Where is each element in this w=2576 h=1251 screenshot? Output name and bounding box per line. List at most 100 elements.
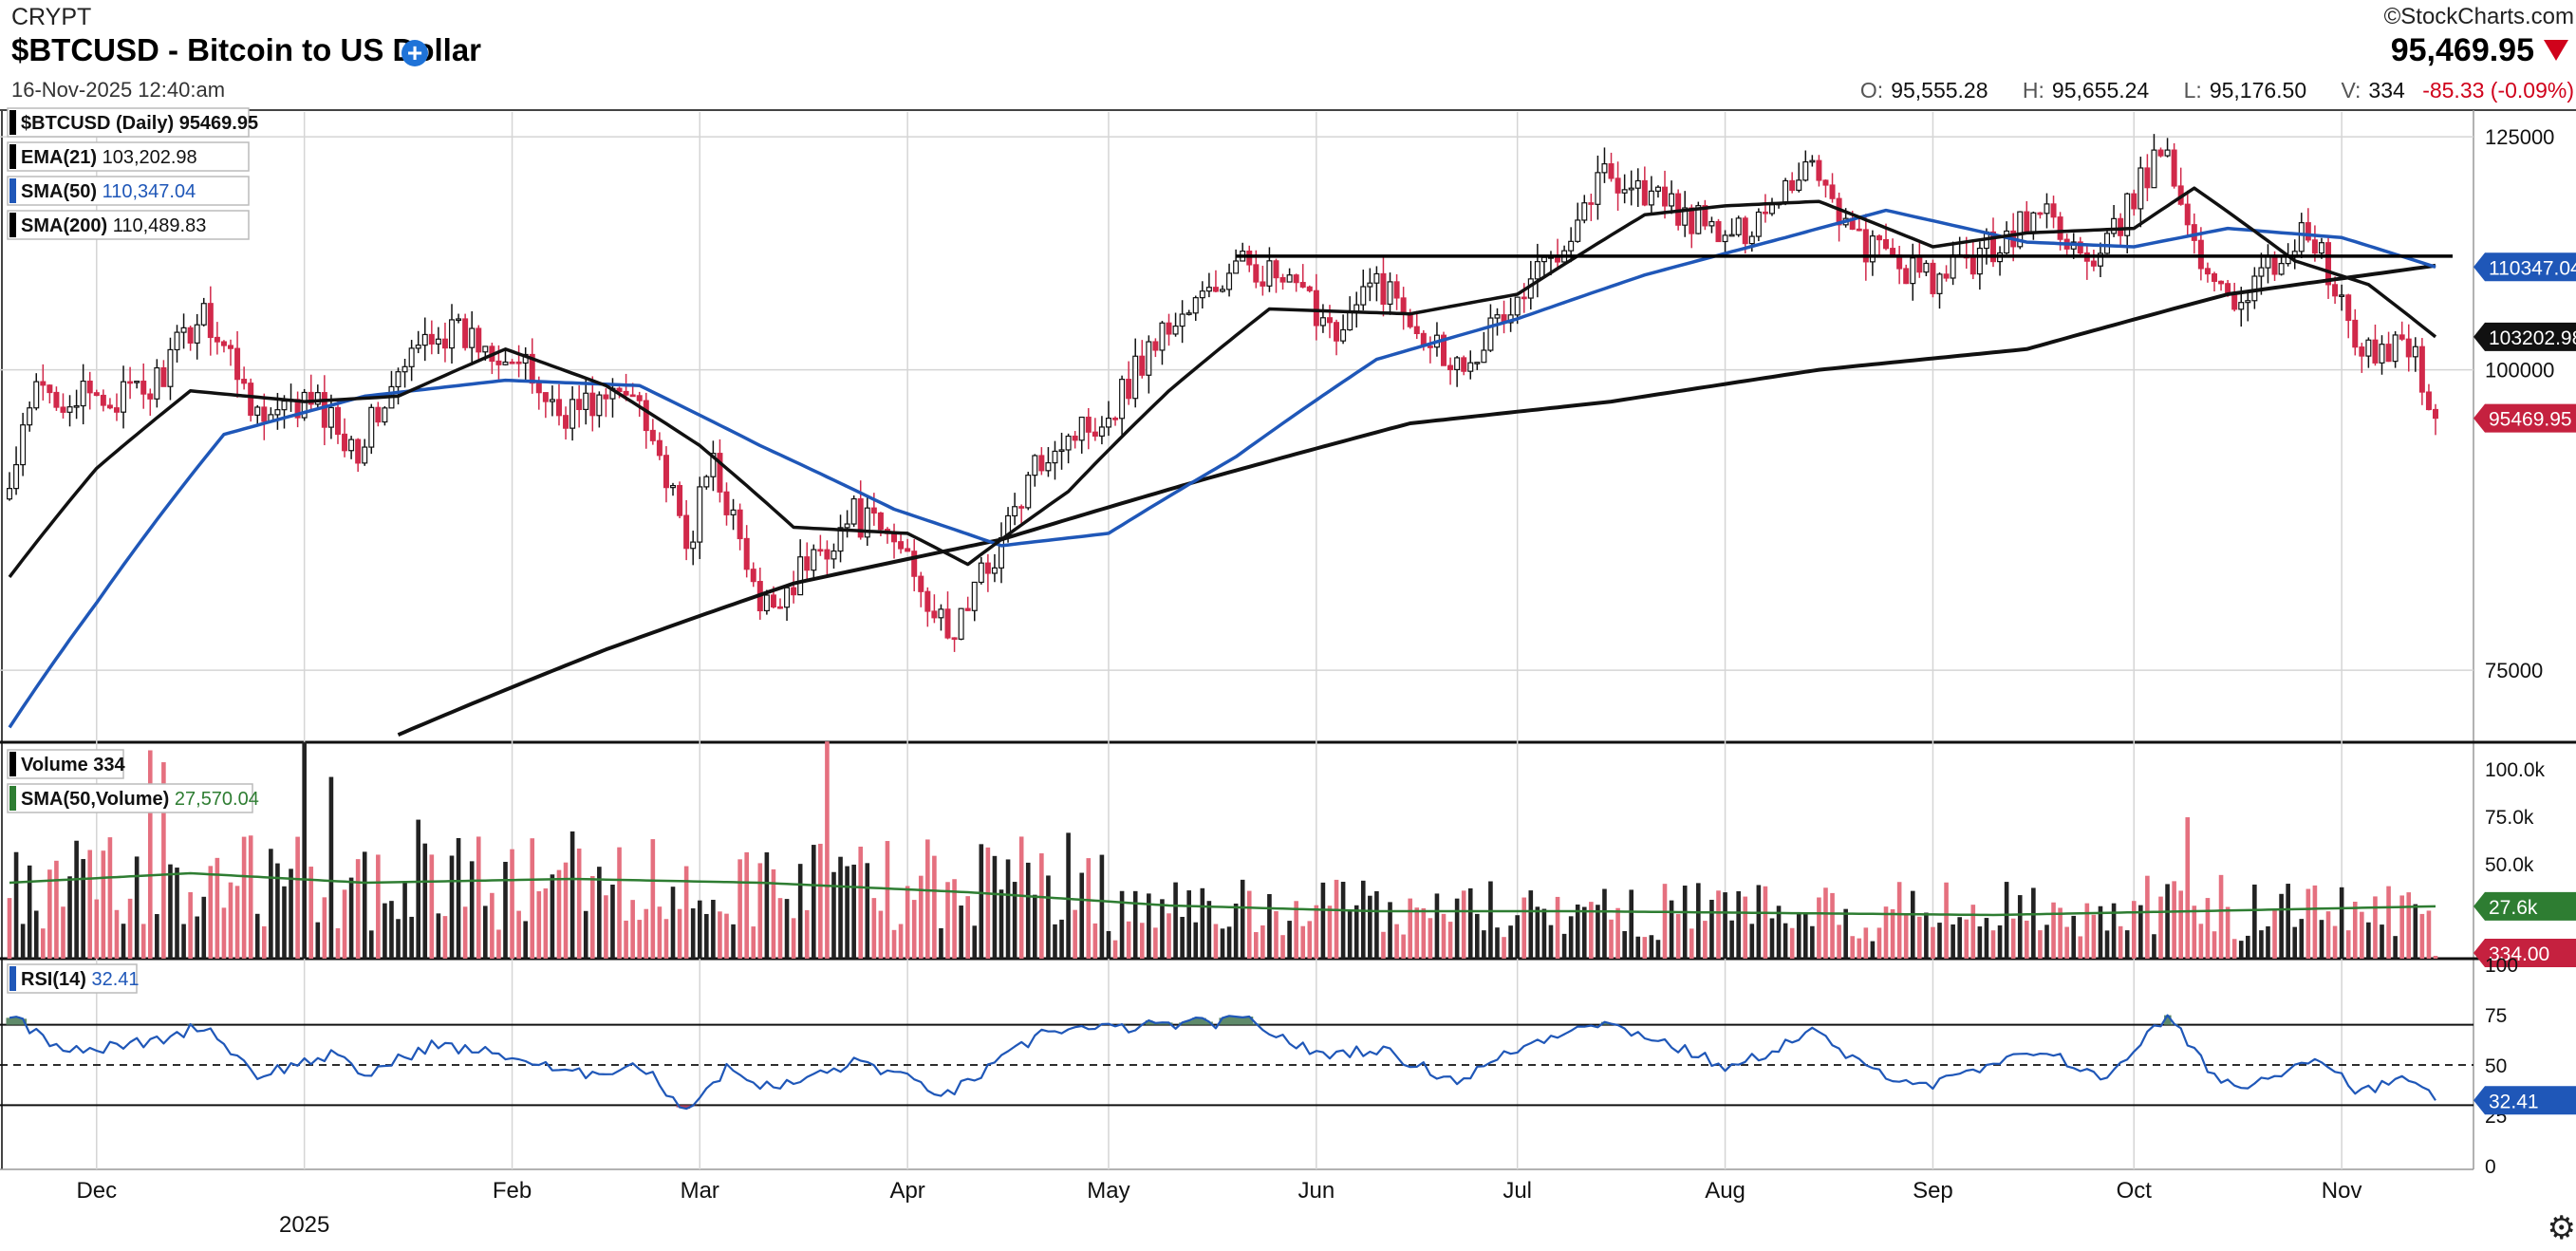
candle [1306, 286, 1313, 291]
volume-bar [2064, 926, 2069, 959]
volume-bar [576, 849, 582, 959]
candle [804, 556, 811, 571]
volume-bar [1749, 924, 1755, 959]
candle [1454, 357, 1461, 371]
volume-bar [2393, 936, 2398, 959]
volume-bar [7, 898, 12, 959]
volume-bar [114, 909, 120, 959]
volume-bar [644, 908, 649, 959]
candle [1192, 297, 1199, 314]
candle [234, 347, 241, 381]
candle [113, 407, 120, 413]
candle [515, 361, 522, 364]
candle [924, 590, 931, 612]
candle [1695, 205, 1702, 234]
volume-bar [704, 913, 709, 959]
volume-bar [630, 900, 635, 959]
volume-bar [1561, 933, 1567, 959]
volume-bar [858, 846, 864, 959]
volume-sma-tag-text: 27.6k [2489, 897, 2538, 919]
volume-bar [1381, 931, 1386, 959]
gear-icon[interactable]: ⚙ [2547, 1210, 2576, 1246]
volume-bar [1414, 907, 1420, 959]
volume-bar [2386, 886, 2391, 959]
candle [1783, 179, 1789, 204]
volume-bar [1883, 906, 1889, 959]
candle [1185, 312, 1192, 315]
volume-bar [845, 866, 849, 959]
candle [1319, 317, 1326, 327]
volume-bar [2225, 906, 2231, 959]
legend-swatch [9, 110, 16, 135]
candle [1179, 313, 1185, 327]
candle [60, 406, 66, 413]
volume-bar [2010, 918, 2016, 959]
candle [850, 497, 857, 525]
candle [382, 407, 388, 423]
volume-bar [1495, 927, 1500, 959]
candle [456, 318, 462, 322]
volume-bar [1729, 920, 1734, 959]
candle [1012, 506, 1018, 517]
open-value: 95,555.28 [1891, 78, 1988, 103]
candle [327, 406, 334, 428]
last-price-tag-text: 95469.95 [2489, 409, 2572, 431]
volume-bar [1467, 887, 1473, 959]
volume-bar [965, 896, 970, 959]
add-symbol-icon[interactable]: + [401, 40, 428, 66]
candle [1950, 254, 1956, 279]
candle [549, 399, 555, 402]
volume-bar [1314, 905, 1319, 959]
volume-bar [992, 855, 998, 959]
candle [2365, 339, 2372, 357]
volume-bar [2091, 914, 2097, 959]
candle [750, 569, 756, 583]
candle [228, 345, 234, 349]
volume-bar [469, 861, 475, 959]
volume-bar [449, 855, 455, 959]
volume-bar [1039, 853, 1044, 959]
volume-bar [1924, 912, 1929, 959]
volume-bar [885, 841, 890, 959]
candle [1856, 228, 1862, 232]
legend-value: 103,202.98 [97, 147, 197, 168]
volume-bar [2131, 901, 2137, 959]
volume-bar [1649, 935, 1654, 959]
legend-box [7, 141, 250, 172]
volume-bar [1615, 907, 1620, 959]
brand-logo[interactable]: ©StockCharts.com [2383, 4, 2574, 29]
volume-bar [784, 899, 790, 959]
candle [730, 509, 737, 515]
candles-group [6, 134, 2439, 652]
volume-value-tag-text: 334.00 [2489, 943, 2549, 965]
candle [563, 415, 569, 429]
volume-bar [335, 927, 341, 959]
candle [918, 575, 924, 592]
volume-bar [959, 906, 963, 959]
volume-bar [2259, 930, 2264, 959]
volume-bar [737, 859, 742, 959]
volume-bar [442, 916, 448, 959]
candle [342, 433, 348, 452]
candle [891, 532, 898, 543]
volume-bar [462, 906, 468, 959]
volume-bar [1441, 913, 1447, 959]
legend-label: RSI(14) 32.41 [21, 969, 140, 990]
candle [2164, 149, 2171, 157]
volume-bar [429, 854, 435, 959]
rsi-value-tag-bg [2473, 1086, 2576, 1115]
volume-bar [1340, 881, 1346, 959]
candle [824, 549, 831, 560]
rsi-overbought-fill [6, 1018, 14, 1025]
candle [1286, 274, 1293, 283]
volume-bar [2172, 881, 2176, 959]
candle [1755, 211, 1762, 237]
candle [1621, 189, 1628, 194]
y-tick-label: 50.0k [2485, 854, 2534, 876]
volume-bars-group [7, 741, 2438, 959]
candle [20, 424, 27, 466]
volume-bar [1528, 890, 1534, 959]
candle [502, 361, 509, 365]
candle [951, 637, 958, 641]
